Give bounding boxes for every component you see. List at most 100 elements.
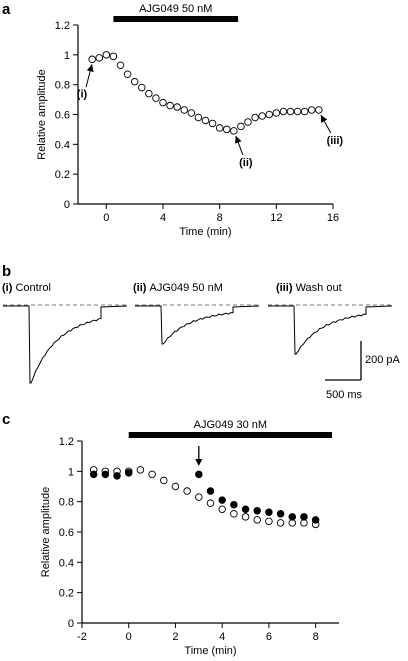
x-tick-label: 4 [219,631,225,643]
annotation-arrowhead [234,135,242,144]
data-point-filled [89,470,98,479]
drug-application-bar [128,432,332,438]
data-point-open [137,83,146,92]
data-point-open [244,118,252,126]
data-point-open [300,107,309,116]
application-arrowhead [195,459,203,466]
panel-label-a: a [2,1,11,18]
drug-application-bar [113,16,239,22]
data-point-filled [206,487,215,495]
x-tick-label: 2 [172,631,178,643]
data-point-open [279,107,288,116]
x-tick-label: 0 [126,631,132,643]
x-tick-label: 8 [217,212,223,224]
data-point-filled [276,510,285,518]
data-point-open [272,109,281,117]
data-point-open [187,109,196,117]
data-point-filled [230,500,238,509]
data-point-open [183,487,191,495]
data-point-filled [241,505,250,514]
data-point-open [136,466,145,474]
panel-a-chart: 0 0.2 0.4 0.6 0.8 1 1.2 0 4 8 12 16 Time (min) Relati… [36,3,343,238]
x-tick-label: 12 [270,212,282,224]
data-point-open [166,101,174,110]
x-axis-label: Time (min) [179,226,231,238]
scale-bar-time-label: 500 ms [326,389,363,401]
current-trace [135,305,260,345]
data-point-open [230,510,238,518]
data-point-open [180,106,188,114]
y-tick-label: 0.2 [59,588,74,600]
data-point-open [171,482,180,491]
annotation-label: (ii) [239,157,253,169]
data-point-open [109,52,118,61]
y-tick-label: 0 [64,199,70,211]
data-point-filled [311,516,320,524]
data-point-filled [195,470,203,479]
data-point-open [102,51,111,59]
data-point-open [95,54,103,62]
trace-label: (ii) AJG049 50 nM [133,282,223,294]
annotation-arrowhead [320,115,328,123]
data-point-open [123,70,132,78]
drug-bar-label: AJG049 30 nM [194,419,267,431]
y-tick-label: 0.6 [55,110,70,122]
data-point-open [265,517,273,526]
panel-b-traces: (i) Control (ii) AJG049 50 nM (iii) Wash o… [2,282,401,401]
data-point-open [315,106,323,114]
y-tick-label: 0.6 [59,527,74,539]
data-point-open [145,89,153,98]
y-tick-label: 1.2 [59,436,74,448]
data-point-open [148,470,156,479]
panel-label-b: b [2,263,11,280]
drug-bar-label: AJG049 50 nM [139,3,212,15]
y-tick-label: 0.2 [55,169,70,181]
data-point-open [218,505,226,514]
scale-bar-current-label: 200 pA [365,354,401,366]
y-tick-label: 0.4 [59,557,74,569]
data-point-open [251,113,259,122]
data-point-open [159,98,167,107]
data-point-open [286,107,295,116]
data-point-open [237,122,245,131]
data-point-open [208,119,217,128]
data-point-open [222,125,231,134]
data-point-open [265,110,274,119]
data-point-open [130,77,139,86]
current-trace [3,305,128,384]
panel-label-c: c [2,411,10,428]
current-trace [268,305,393,355]
data-point-open [194,113,203,122]
data-point-open [195,493,203,501]
y-tick-label: 0.8 [55,80,70,92]
data-point-open [293,107,302,116]
data-point-filled [113,472,121,480]
data-point-open [116,61,125,70]
x-tick-label: 0 [103,212,109,224]
data-point-open [215,124,224,132]
data-point-open [276,519,285,527]
data-point-filled [101,470,110,479]
data-point-filled [265,508,273,517]
data-point-open [288,519,297,527]
data-point-open [230,127,238,135]
data-point-open [173,103,181,111]
data-point-filled [218,496,226,504]
data-point-open [300,519,308,527]
trace-label: (i) Control [2,282,51,294]
y-tick-label: 1 [68,466,74,478]
data-point-filled [253,507,261,515]
x-axis-label: Time (min) [184,645,236,657]
x-tick-label: 4 [160,212,166,224]
data-point-filled [288,513,297,521]
y-axis-label: Relative amplitude [36,69,48,160]
data-point-open [253,516,261,524]
y-tick-label: 0.8 [59,497,74,509]
data-point-open [206,499,215,507]
x-tick-label: 16 [327,212,339,224]
y-axis-label: Relative amplitude [40,487,52,578]
data-point-open [308,106,316,114]
data-point-filled [300,513,308,521]
